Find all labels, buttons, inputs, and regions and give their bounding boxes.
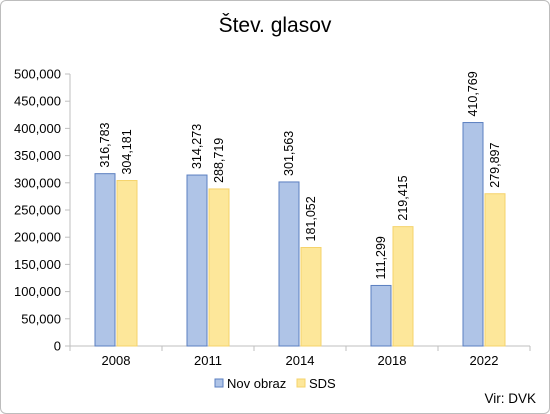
data-label: 304,181 bbox=[120, 129, 134, 174]
data-labels: 316,783 314,273 301,563 111,299 410,769 304,1… bbox=[98, 71, 502, 279]
bars bbox=[94, 122, 506, 347]
bar-nov-obraz-2008 bbox=[94, 173, 116, 347]
y-tick-label: 50,000 bbox=[21, 311, 61, 326]
bar-sds-2018 bbox=[392, 226, 414, 347]
bar-sds-2011 bbox=[208, 188, 230, 347]
y-tick-label: 100,000 bbox=[14, 284, 61, 299]
x-tick-label: 2011 bbox=[194, 353, 222, 368]
bar-nov-obraz-2022 bbox=[462, 122, 484, 347]
x-axis: 2008 2011 2014 2018 2022 bbox=[69, 345, 531, 368]
bar-nov-obraz-2014 bbox=[278, 181, 300, 347]
y-tick-label: 450,000 bbox=[14, 94, 61, 109]
legend-label: Nov obraz bbox=[227, 376, 286, 391]
chart-title: Štev. glasov bbox=[219, 14, 332, 37]
y-tick-label: 250,000 bbox=[14, 203, 61, 218]
data-label: 288,719 bbox=[212, 138, 226, 183]
y-tick-label: 500,000 bbox=[14, 67, 61, 82]
x-tick-label: 2014 bbox=[286, 353, 315, 368]
y-tick-label: 150,000 bbox=[14, 257, 61, 272]
data-label: 111,299 bbox=[374, 236, 388, 279]
x-tick-label: 2022 bbox=[470, 353, 499, 368]
data-label: 219,415 bbox=[396, 175, 410, 220]
y-tick-label: 0 bbox=[54, 339, 61, 354]
data-label: 316,783 bbox=[98, 122, 112, 167]
y-tick-label: 300,000 bbox=[14, 175, 61, 190]
y-tick-label: 400,000 bbox=[14, 121, 61, 136]
legend-swatch bbox=[214, 378, 224, 388]
bar-sds-2014 bbox=[300, 247, 322, 347]
bar-sds-2022 bbox=[484, 193, 506, 347]
y-axis: 0 50,000 100,000 150,000 200,000 250,000 300,0… bbox=[14, 67, 71, 354]
bar-nov-obraz-2018 bbox=[370, 284, 392, 347]
data-label: 301,563 bbox=[282, 131, 296, 176]
source-label: Vir: DVK bbox=[484, 391, 536, 406]
bar-sds-2008 bbox=[116, 180, 138, 347]
data-label: 181,052 bbox=[304, 196, 318, 241]
data-label: 279,897 bbox=[488, 143, 502, 188]
x-tick-label: 2018 bbox=[378, 353, 407, 368]
bar-nov-obraz-2011 bbox=[186, 174, 208, 347]
y-tick-label: 200,000 bbox=[14, 230, 61, 245]
legend-swatch bbox=[296, 378, 306, 388]
legend: Nov obraz SDS bbox=[214, 376, 336, 391]
x-tick-label: 2008 bbox=[102, 353, 131, 368]
data-label: 314,273 bbox=[190, 124, 204, 169]
legend-label: SDS bbox=[309, 376, 336, 391]
data-label: 410,769 bbox=[466, 71, 480, 116]
y-tick-label: 350,000 bbox=[14, 148, 61, 163]
